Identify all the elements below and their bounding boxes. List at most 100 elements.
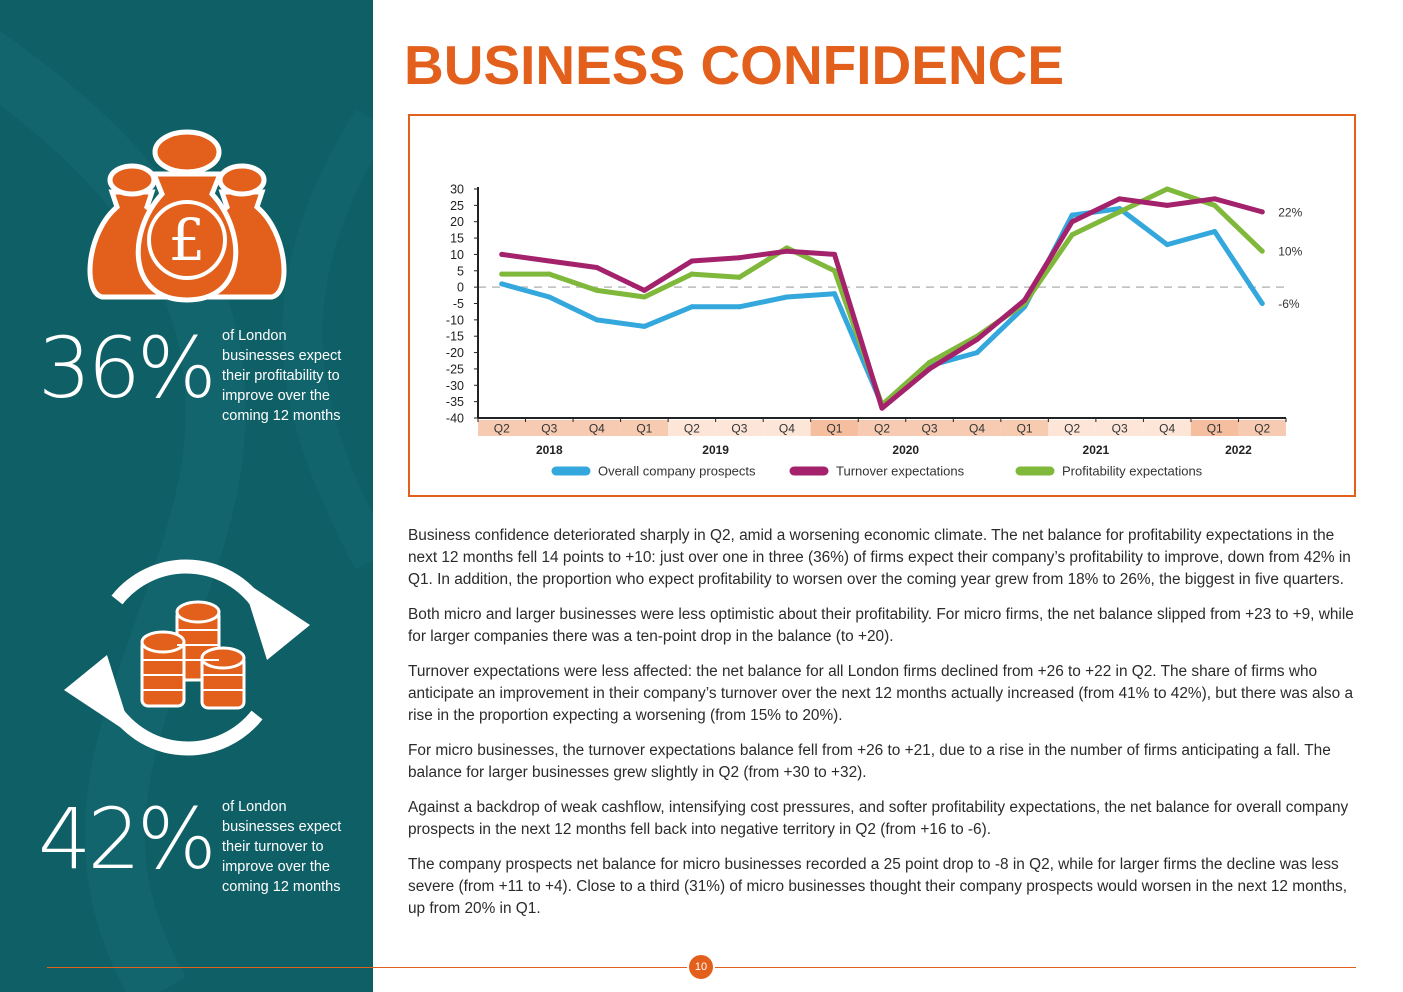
data-point xyxy=(784,248,790,254)
data-point xyxy=(689,271,695,277)
data-point xyxy=(499,281,505,287)
body-text: Business confidence deteriorated sharply… xyxy=(408,525,1358,933)
x-tick-label: Q2 xyxy=(494,422,510,436)
y-tick-label: -40 xyxy=(446,412,464,426)
data-point xyxy=(784,294,790,300)
x-tick-label: Q2 xyxy=(684,422,700,436)
stat-value: 36% xyxy=(38,319,217,417)
year-band xyxy=(478,420,621,436)
data-point xyxy=(736,255,742,261)
y-tick-label: -30 xyxy=(446,379,464,393)
data-point xyxy=(546,294,552,300)
y-tick-label: 15 xyxy=(450,232,464,246)
stat-value: 42% xyxy=(38,790,217,888)
category-band xyxy=(763,420,811,436)
data-point xyxy=(499,251,505,257)
data-point xyxy=(1117,196,1123,202)
year-label: 2020 xyxy=(892,443,919,457)
x-tick-label: Q4 xyxy=(589,422,605,436)
x-tick-label: Q2 xyxy=(1064,422,1080,436)
coins-cycle-icon xyxy=(62,540,312,775)
paragraph: Turnover expectations were less affected… xyxy=(408,663,1354,724)
data-point xyxy=(927,359,933,365)
y-tick-label: -5 xyxy=(453,297,464,311)
data-point xyxy=(1164,202,1170,208)
data-point xyxy=(1259,248,1265,254)
data-point xyxy=(594,317,600,323)
data-point xyxy=(1164,186,1170,192)
paragraph: Business confidence deteriorated sharply… xyxy=(408,527,1351,588)
year-label: 2019 xyxy=(702,443,729,457)
legend-label: Overall company prospects xyxy=(598,464,756,479)
paragraph: Against a backdrop of weak cashflow, int… xyxy=(408,799,1349,838)
category-band xyxy=(715,420,764,436)
data-point xyxy=(879,405,885,411)
end-value-label: 22% xyxy=(1278,205,1302,219)
paragraph: Both micro and larger businesses were le… xyxy=(408,606,1354,645)
data-point xyxy=(641,294,647,300)
data-point xyxy=(546,258,552,264)
data-point xyxy=(641,287,647,293)
x-tick-label: Q4 xyxy=(969,422,985,436)
sidebar-panel: £ 36% of London businesses expect their … xyxy=(0,0,373,992)
y-tick-label: 10 xyxy=(450,248,464,262)
data-point xyxy=(1069,212,1075,218)
year-band xyxy=(1190,420,1286,436)
y-tick-label: -25 xyxy=(446,362,464,376)
data-point xyxy=(499,271,505,277)
decorative-swirl xyxy=(0,30,373,992)
x-tick-label: Q3 xyxy=(731,422,747,436)
y-tick-label: 30 xyxy=(450,183,464,197)
legend-label: Profitability expectations xyxy=(1062,464,1203,479)
x-tick-label: Q4 xyxy=(779,422,795,436)
data-point xyxy=(831,268,837,274)
x-tick-label: Q3 xyxy=(541,422,557,436)
data-point xyxy=(1212,202,1218,208)
data-point xyxy=(1259,209,1265,215)
category-band xyxy=(1143,420,1191,436)
data-point xyxy=(689,258,695,264)
y-tick-label: 20 xyxy=(450,215,464,229)
category-band xyxy=(1048,420,1096,436)
data-point xyxy=(831,291,837,297)
data-point xyxy=(927,366,933,372)
data-point xyxy=(1212,229,1218,235)
year-band xyxy=(810,420,1001,436)
data-point xyxy=(1117,209,1123,215)
x-tick-label: Q1 xyxy=(826,422,842,436)
data-point xyxy=(689,304,695,310)
data-point xyxy=(1212,196,1218,202)
paragraph: For micro businesses, the turnover expec… xyxy=(408,742,1331,781)
data-point xyxy=(1259,301,1265,306)
y-tick-label: -35 xyxy=(446,395,464,409)
chart-frame: Q2 Q3 Q4 Q1 Q2 Q3 Q4 Q1 Q2 Q3 Q4 Q1 Q2 Q3 Q4 Q1 Q2 2018 20… xyxy=(408,114,1356,497)
paragraph: The company prospects net balance for mi… xyxy=(408,856,1348,917)
category-band xyxy=(620,420,669,436)
data-point xyxy=(546,271,552,277)
category-band xyxy=(1095,420,1144,436)
data-point xyxy=(594,287,600,293)
year-label: 2018 xyxy=(536,443,563,457)
data-point xyxy=(736,274,742,280)
year-label: 2022 xyxy=(1225,443,1252,457)
money-bags-icon: £ xyxy=(82,122,292,307)
data-point xyxy=(736,304,742,310)
stat-description: of London businesses expect their profit… xyxy=(222,328,342,424)
y-tick-label: -20 xyxy=(446,346,464,360)
year-label: 2021 xyxy=(1083,443,1110,457)
x-tick-label: Q1 xyxy=(636,422,652,436)
data-point xyxy=(974,336,980,342)
data-point xyxy=(1069,232,1075,238)
x-tick-label: Q2 xyxy=(874,422,890,436)
page-title: BUSINESS CONFIDENCE xyxy=(404,34,1065,96)
data-point xyxy=(1164,242,1170,248)
y-tick-label: -10 xyxy=(446,313,464,327)
footer-rule-left xyxy=(47,967,687,968)
end-value-label: -6% xyxy=(1278,297,1300,311)
series-line xyxy=(499,206,1265,408)
category-band xyxy=(1000,420,1049,436)
data-point xyxy=(1069,219,1075,225)
x-tick-label: Q1 xyxy=(1017,422,1033,436)
category-band xyxy=(668,420,716,436)
data-point xyxy=(831,251,837,257)
